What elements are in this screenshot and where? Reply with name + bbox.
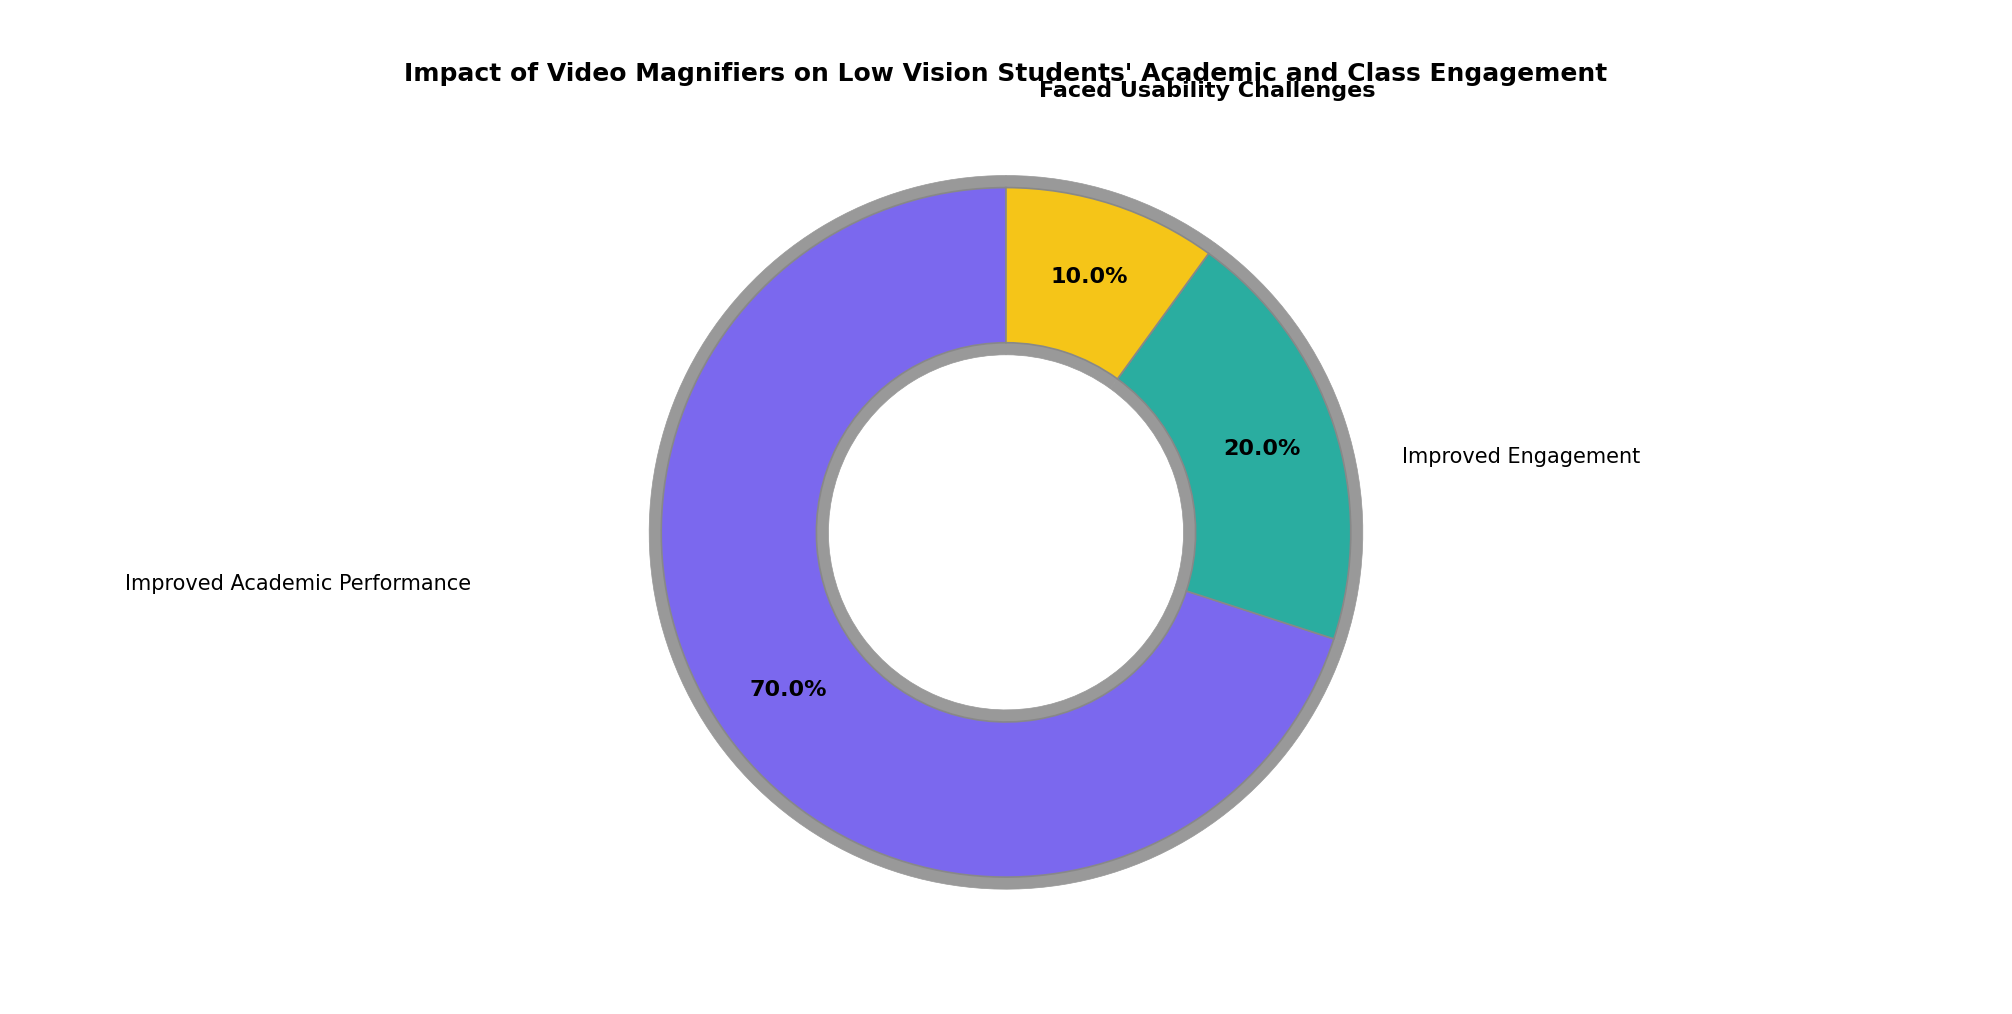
- Text: Improved Academic Performance: Improved Academic Performance: [125, 574, 471, 594]
- Wedge shape: [1117, 254, 1350, 639]
- Text: 10.0%: 10.0%: [1050, 267, 1129, 287]
- Wedge shape: [662, 188, 1334, 877]
- Text: 70.0%: 70.0%: [750, 680, 827, 701]
- Title: Impact of Video Magnifiers on Low Vision Students' Academic and Class Engagement: Impact of Video Magnifiers on Low Vision…: [404, 62, 1608, 85]
- Text: Faced Usability Challenges: Faced Usability Challenges: [1038, 81, 1376, 101]
- Text: Improved Engagement: Improved Engagement: [1402, 446, 1640, 466]
- Text: 20.0%: 20.0%: [1223, 439, 1300, 459]
- Wedge shape: [650, 175, 1346, 889]
- Wedge shape: [1111, 243, 1362, 643]
- Wedge shape: [1006, 175, 1215, 388]
- Wedge shape: [1006, 188, 1209, 379]
